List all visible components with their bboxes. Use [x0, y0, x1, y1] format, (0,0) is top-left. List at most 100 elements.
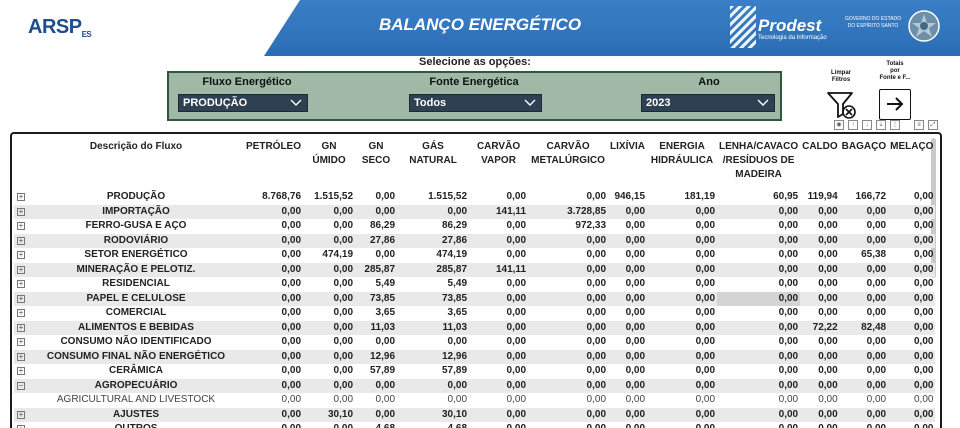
- value-cell: 0,00: [586, 394, 607, 405]
- value-cell: 0,00: [506, 307, 527, 318]
- value-cell: 0,00: [608, 291, 648, 306]
- value-cell: 12,96: [397, 349, 470, 364]
- value-cell: 0,00: [800, 407, 840, 422]
- column-header-line: LIXÍVIA: [610, 141, 646, 152]
- table-row[interactable]: + PAPEL E CELULOSE 0,00 0,00 73,85 73,85 0,00 0…: [14, 291, 936, 306]
- column-header[interactable]: LIXÍVIA: [608, 138, 647, 190]
- row-expand-cell: +: [14, 262, 28, 277]
- chevron-down-icon: [290, 99, 302, 106]
- value-cell: 0,00: [717, 378, 801, 393]
- value-cell: 0,00: [839, 233, 889, 248]
- totals-label-line3: Fonte e F...: [879, 75, 911, 81]
- table-row[interactable]: + AJUSTES 0,00 30,10 0,00 30,10 0,00 0,00 0,00 0,…: [14, 407, 936, 422]
- value-cell: 0,00: [303, 204, 356, 219]
- ano-label: Ano: [698, 76, 720, 88]
- expand-icon[interactable]: +: [17, 221, 25, 230]
- filter-clear-icon[interactable]: [826, 90, 858, 120]
- value-cell: 0,00: [375, 191, 396, 202]
- expand-icon[interactable]: +: [17, 337, 25, 346]
- table-row[interactable]: + CERÂMICA 0,00 0,00 57,89 57,89 0,00 0,00 0,00 0…: [14, 364, 935, 379]
- column-header-line: NATURAL: [409, 155, 457, 166]
- table-row[interactable]: − AGROPECUÁRIO 0,00 0,00 0,00 0,00 0,00 0,00 0,0…: [14, 378, 936, 393]
- totals-nav-button[interactable]: [879, 89, 911, 120]
- value-cell: 0,00: [355, 204, 398, 219]
- table-row[interactable]: + COMERCIAL 0,00 0,00 3,65 3,65 0,00 0,00 0,00 0,…: [14, 306, 935, 321]
- value-cell: 0,00: [866, 365, 887, 376]
- value-cell: 166,72: [855, 191, 887, 202]
- value-cell: 0,00: [888, 407, 936, 422]
- value-cell: 0,00: [625, 220, 646, 231]
- value-cell: 0,00: [914, 365, 934, 376]
- expand-icon[interactable]: +: [17, 409, 25, 419]
- expand-icon[interactable]: +: [17, 279, 25, 288]
- table-row[interactable]: + RESIDENCIAL 0,00 0,00 5,49 5,49 0,00 0,00 0,00…: [14, 277, 935, 292]
- column-header[interactable]: CALDO: [800, 138, 840, 190]
- expand-icon[interactable]: +: [17, 322, 25, 332]
- expand-icon[interactable]: +: [17, 293, 25, 303]
- column-header[interactable]: GÁS NATURAL: [397, 138, 469, 190]
- drill-down-icon[interactable]: ↓: [862, 120, 872, 130]
- maximize-icon[interactable]: ⤢: [928, 120, 938, 130]
- fonte-dropdown[interactable]: Todos: [409, 94, 542, 112]
- expand-icon[interactable]: +: [17, 425, 25, 428]
- value-cell: 0,00: [303, 378, 356, 393]
- row-description: MINERAÇÃO E PELOTIZ.: [28, 262, 244, 277]
- value-cell: 0,00: [914, 278, 934, 289]
- value-cell: 30,10: [303, 407, 356, 422]
- row-description: SETOR ENERGÉTICO: [84, 249, 188, 260]
- column-header[interactable]: PETRÓLEO: [244, 138, 303, 190]
- value-cell: 0,00: [469, 320, 529, 335]
- column-header-line: CARVÃO: [546, 141, 590, 152]
- table-row[interactable]: + CONSUMO NÃO IDENTIFICADO 0,00 0,00 0,00 0,0…: [14, 335, 935, 350]
- value-cell: 0,00: [506, 191, 527, 202]
- ano-dropdown[interactable]: 2023: [641, 94, 775, 112]
- value-cell: 0,00: [586, 249, 607, 260]
- hierarchy-icon[interactable]: ⋮: [890, 120, 900, 130]
- expand-icon[interactable]: +: [17, 351, 25, 361]
- expand-icon[interactable]: +: [17, 235, 25, 245]
- value-cell: 0,00: [717, 262, 801, 277]
- expand-icon[interactable]: +: [17, 366, 25, 375]
- table-row[interactable]: AGRICULTURAL AND LIVESTOCK 0,00 0,00 0,00 0,…: [14, 393, 935, 408]
- table-row[interactable]: + SETOR ENERGÉTICO 0,00 474,19 0,00 474,19 0,0…: [14, 248, 935, 263]
- value-cell: 5,49: [375, 278, 396, 289]
- table-row[interactable]: + PRODUÇÃO 8.768,76 1.515,52 0,00 1.515,52 0,0…: [14, 190, 935, 205]
- table-row[interactable]: + ALIMENTOS E BEBIDAS 0,00 0,00 11,03 11,03 0,…: [14, 320, 936, 335]
- drill-up-icon[interactable]: ↑: [848, 120, 858, 130]
- value-cell: 0,00: [625, 278, 646, 289]
- expand-icon[interactable]: ⇣: [876, 120, 886, 130]
- totals-label: Totais por Fonte e F...: [873, 61, 917, 82]
- column-header[interactable]: GN ÚMIDO: [303, 138, 355, 190]
- filter-icon[interactable]: ≡: [914, 120, 924, 130]
- value-cell: 0,00: [506, 249, 527, 260]
- table-row[interactable]: +OUTROS0,000,004,684,680,000,000,000,000…: [14, 422, 935, 428]
- fluxo-dropdown[interactable]: PRODUÇÃO: [178, 94, 308, 112]
- table-row[interactable]: + RODOVIÁRIO 0,00 0,00 27,86 27,86 0,00 0,00 0,0…: [14, 233, 936, 248]
- value-cell: 474,19: [436, 249, 468, 260]
- column-header[interactable]: MELAÇO: [888, 138, 935, 190]
- table-row[interactable]: + FERRO-GUSA E AÇO 0,00 0,00 86,29 86,29 0,00 9…: [14, 219, 935, 234]
- expand-icon[interactable]: +: [17, 308, 25, 317]
- column-header-description[interactable]: Descrição do Fluxo: [28, 138, 244, 190]
- table-row[interactable]: + MINERAÇÃO E PELOTIZ. 0,00 0,00 285,87 285,8…: [14, 262, 936, 277]
- value-cell: 0,00: [333, 278, 354, 289]
- column-header[interactable]: CARVÃO VAPOR: [469, 138, 528, 190]
- column-header[interactable]: CARVÃO METALÚRGICO: [528, 138, 608, 190]
- expand-icon[interactable]: +: [17, 264, 25, 274]
- column-header[interactable]: BAGAÇO: [840, 138, 888, 190]
- table-row[interactable]: + CONSUMO FINAL NÃO ENERGÉTICO 0,00 0,00 12,…: [14, 349, 936, 364]
- value-cell: 0,00: [888, 204, 936, 219]
- expand-icon[interactable]: +: [17, 250, 25, 259]
- table-row[interactable]: + IMPORTAÇÃO 0,00 0,00 0,00 0,00 141,11 3.728,8…: [14, 204, 936, 219]
- row-expand-cell: +: [14, 219, 28, 234]
- value-cell: 0,00: [355, 378, 398, 393]
- value-cell: 0,00: [625, 394, 646, 405]
- collapse-icon[interactable]: −: [17, 380, 25, 390]
- value-cell: 285,87: [355, 262, 398, 277]
- focus-icon[interactable]: ◉: [834, 120, 844, 130]
- column-header[interactable]: ENERGIA HIDRÁULICA: [647, 138, 717, 190]
- column-header[interactable]: GN SECO: [355, 138, 397, 190]
- column-header[interactable]: LENHA/CAVACO/RESÍDUOS DE MADEIRA: [717, 138, 800, 190]
- expand-icon[interactable]: +: [17, 206, 25, 216]
- expand-icon[interactable]: +: [17, 192, 25, 201]
